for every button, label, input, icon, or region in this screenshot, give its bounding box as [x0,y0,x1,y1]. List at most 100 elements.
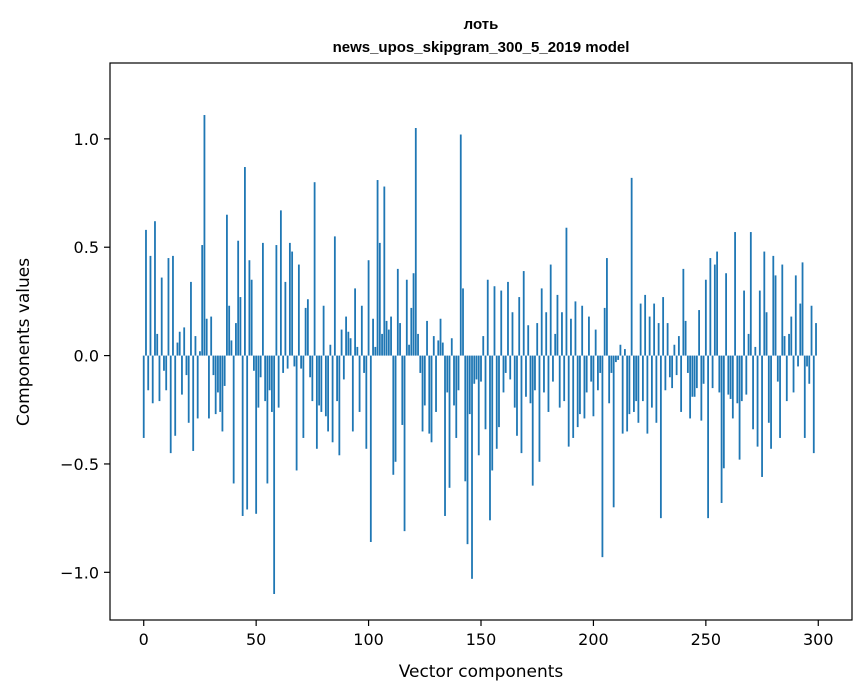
bar [403,355,406,532]
bar [792,355,795,393]
bar [194,336,197,356]
bar [156,333,159,356]
bar [259,355,262,378]
bar [217,355,219,393]
bar [477,355,480,456]
bar [165,355,168,391]
x-tick-label: 50 [246,630,266,649]
bar [633,355,635,412]
bar [320,355,323,412]
bar [797,355,799,367]
bar [794,275,797,356]
bar [369,355,372,542]
bar [365,355,368,449]
bar [644,294,647,356]
bar [412,273,415,356]
bar [641,355,644,402]
bar [430,355,433,443]
bar [776,355,779,382]
bar [720,355,723,503]
bar [428,355,431,434]
bar [489,355,491,521]
bar [790,316,793,356]
bar [700,355,703,421]
bar [648,316,651,356]
bar [781,264,784,356]
bar [374,346,377,356]
bar [684,320,687,356]
bar [772,255,775,356]
bar [230,340,233,356]
bar [405,279,408,356]
bar [799,303,802,356]
bar [765,312,768,356]
bar [815,323,817,356]
bar [288,242,291,356]
bar [187,355,190,423]
bar [396,268,399,356]
y-axis-label: Components values [14,258,34,426]
bar [464,355,467,482]
bar [747,333,750,356]
bar [306,299,309,356]
bar [145,229,147,356]
y-tick-label: 0.0 [74,347,99,366]
bar [304,307,307,356]
bar [725,273,727,356]
bar [201,245,204,356]
bar [756,355,759,447]
bar [444,355,446,516]
bar [203,115,206,356]
bar [423,355,426,406]
bar [536,323,539,356]
x-tick-label: 150 [466,630,497,649]
bar [264,355,267,402]
bar [507,281,509,356]
bar [385,320,388,356]
bar [702,355,705,384]
bar [351,355,354,432]
bar [410,307,413,356]
bar [360,305,363,356]
bar [583,355,586,419]
bar [810,305,813,356]
bar [716,251,718,356]
bar [666,323,669,356]
bars-group [142,115,817,594]
bar [475,355,478,380]
bar [284,281,287,356]
bar [570,318,572,356]
bar [783,336,786,356]
bar [297,264,300,356]
bar [608,355,611,404]
bar [806,355,808,367]
bar [390,316,392,356]
bar [381,333,383,356]
bar [295,355,298,471]
bar [500,290,503,356]
bar [556,294,559,356]
bar [491,355,494,471]
bar [646,355,649,434]
bar [178,331,181,356]
bar [749,232,752,356]
chart-title: лоть [464,16,499,33]
bar [525,355,527,397]
chart-subtitle: news_upos_skipgram_300_5_2019 model [333,39,630,56]
bar [801,262,804,356]
bar [419,355,422,373]
x-tick-label: 250 [691,630,722,649]
bar [659,355,662,519]
bar [617,355,620,360]
bar [628,355,631,415]
bar [547,355,550,412]
bar [709,258,712,356]
bar [331,355,334,443]
bar [664,355,667,391]
bar [151,355,154,404]
bar [572,355,575,438]
bar [239,297,242,356]
bar [322,305,325,356]
bar [383,186,386,356]
